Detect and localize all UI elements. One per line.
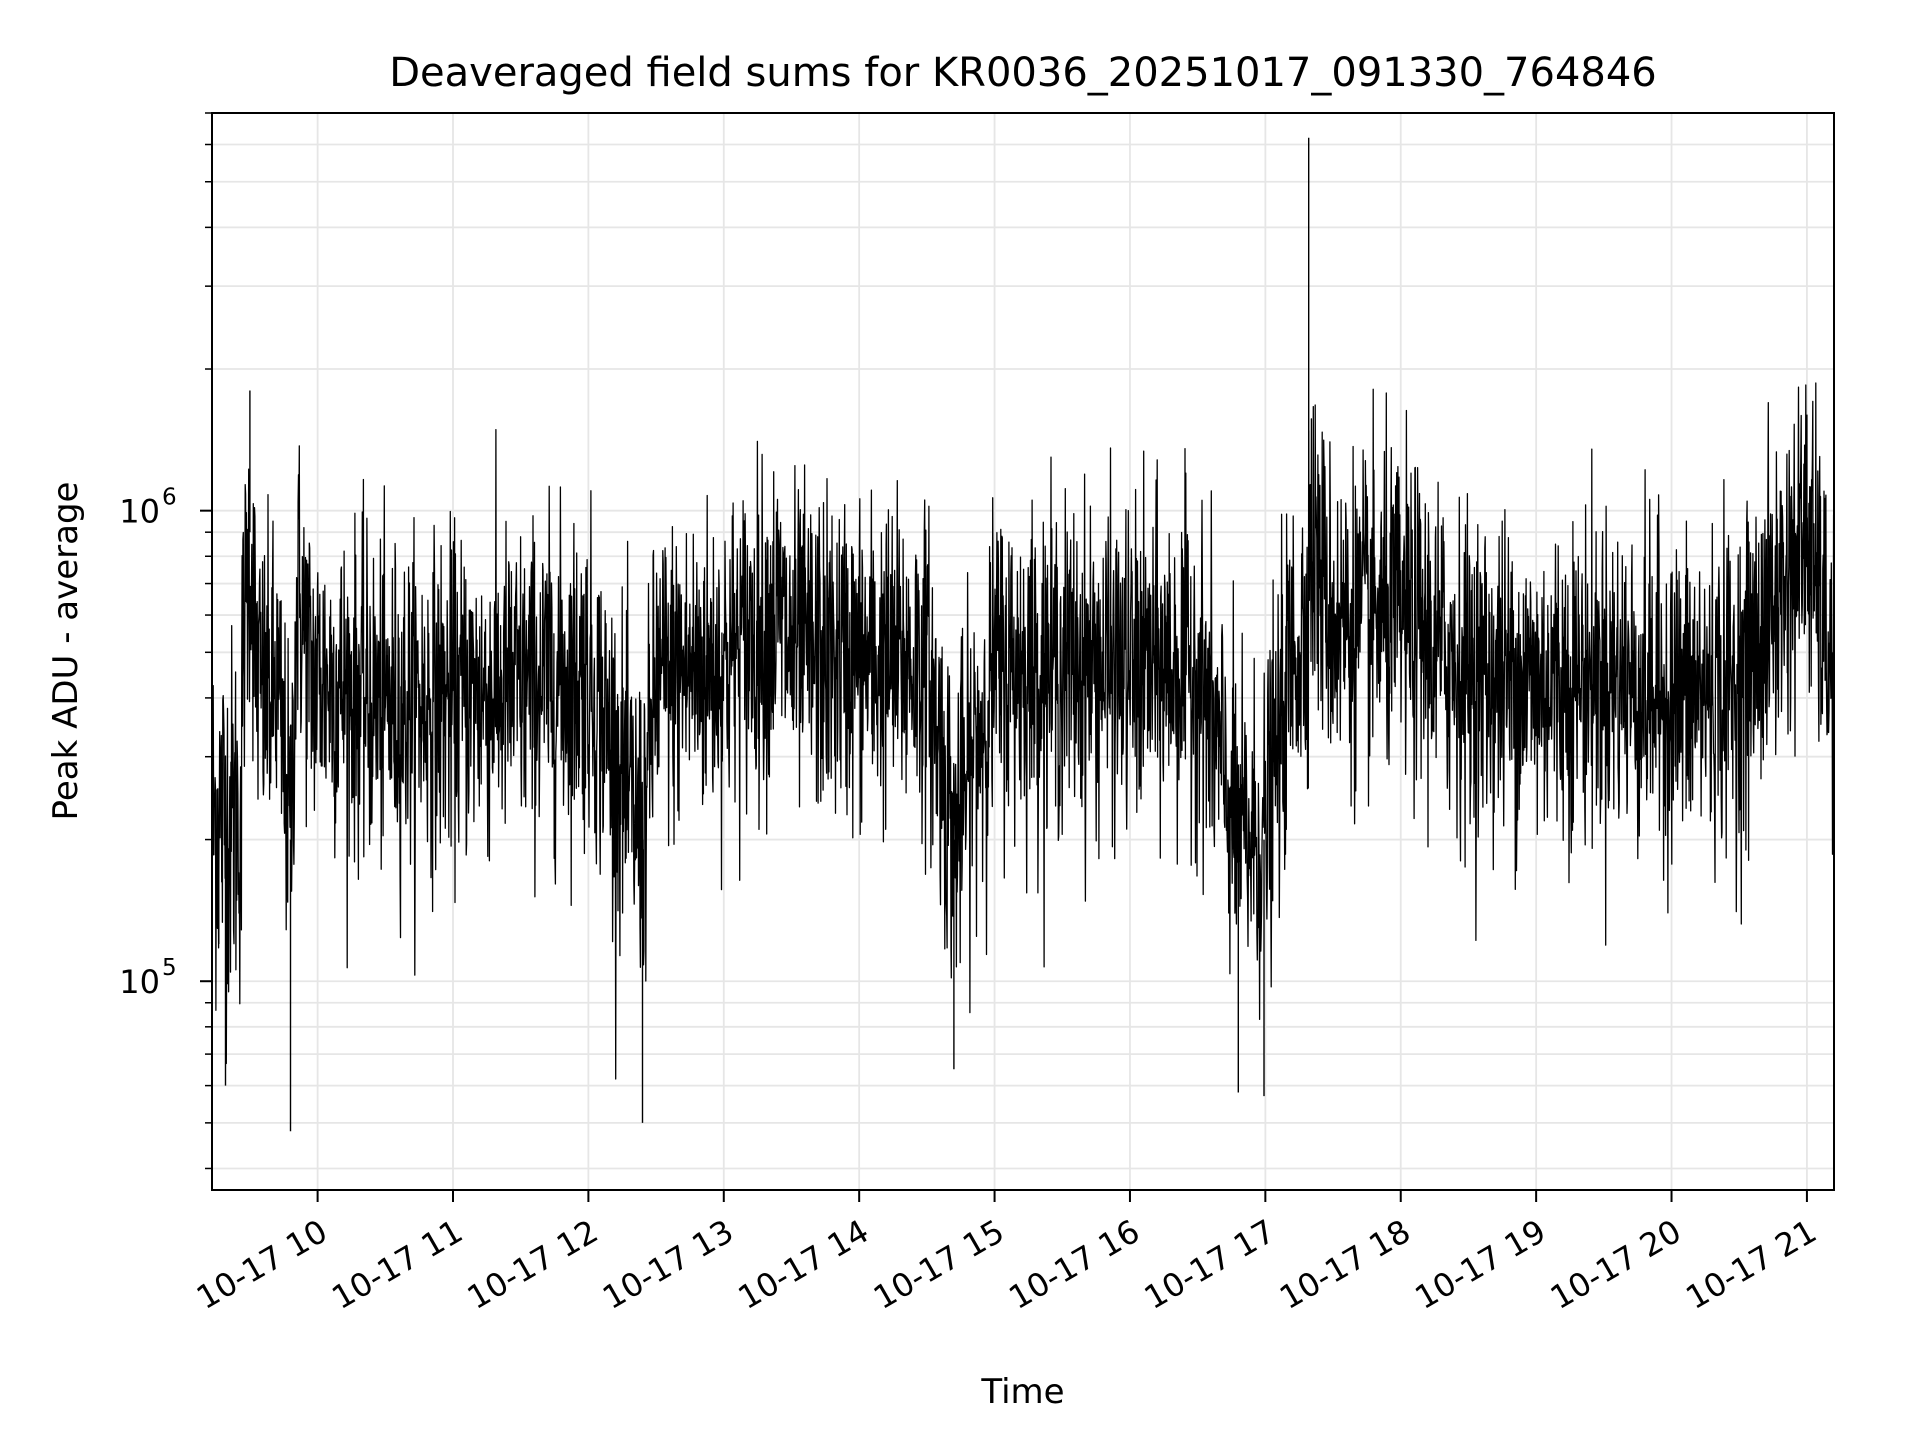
y-tick-label-base: 10: [119, 493, 160, 531]
series-layer: [211, 137, 1835, 1132]
y-tick-label-base: 10: [119, 963, 160, 1001]
y-tick-label: 10 6: [119, 485, 176, 531]
y-tick-label: 10 5: [119, 955, 176, 1001]
chart-title: Deaveraged field sums for KR0036_2025101…: [389, 50, 1657, 96]
series-line: [211, 382, 1835, 1080]
y-tick-label-exponent: 6: [162, 485, 177, 511]
y-axis-label: Peak ADU - average: [46, 482, 86, 821]
y-tick-label-exponent: 5: [162, 955, 177, 981]
plot-frame: [211, 112, 1835, 1191]
x-axis-label: Time: [980, 1372, 1064, 1412]
